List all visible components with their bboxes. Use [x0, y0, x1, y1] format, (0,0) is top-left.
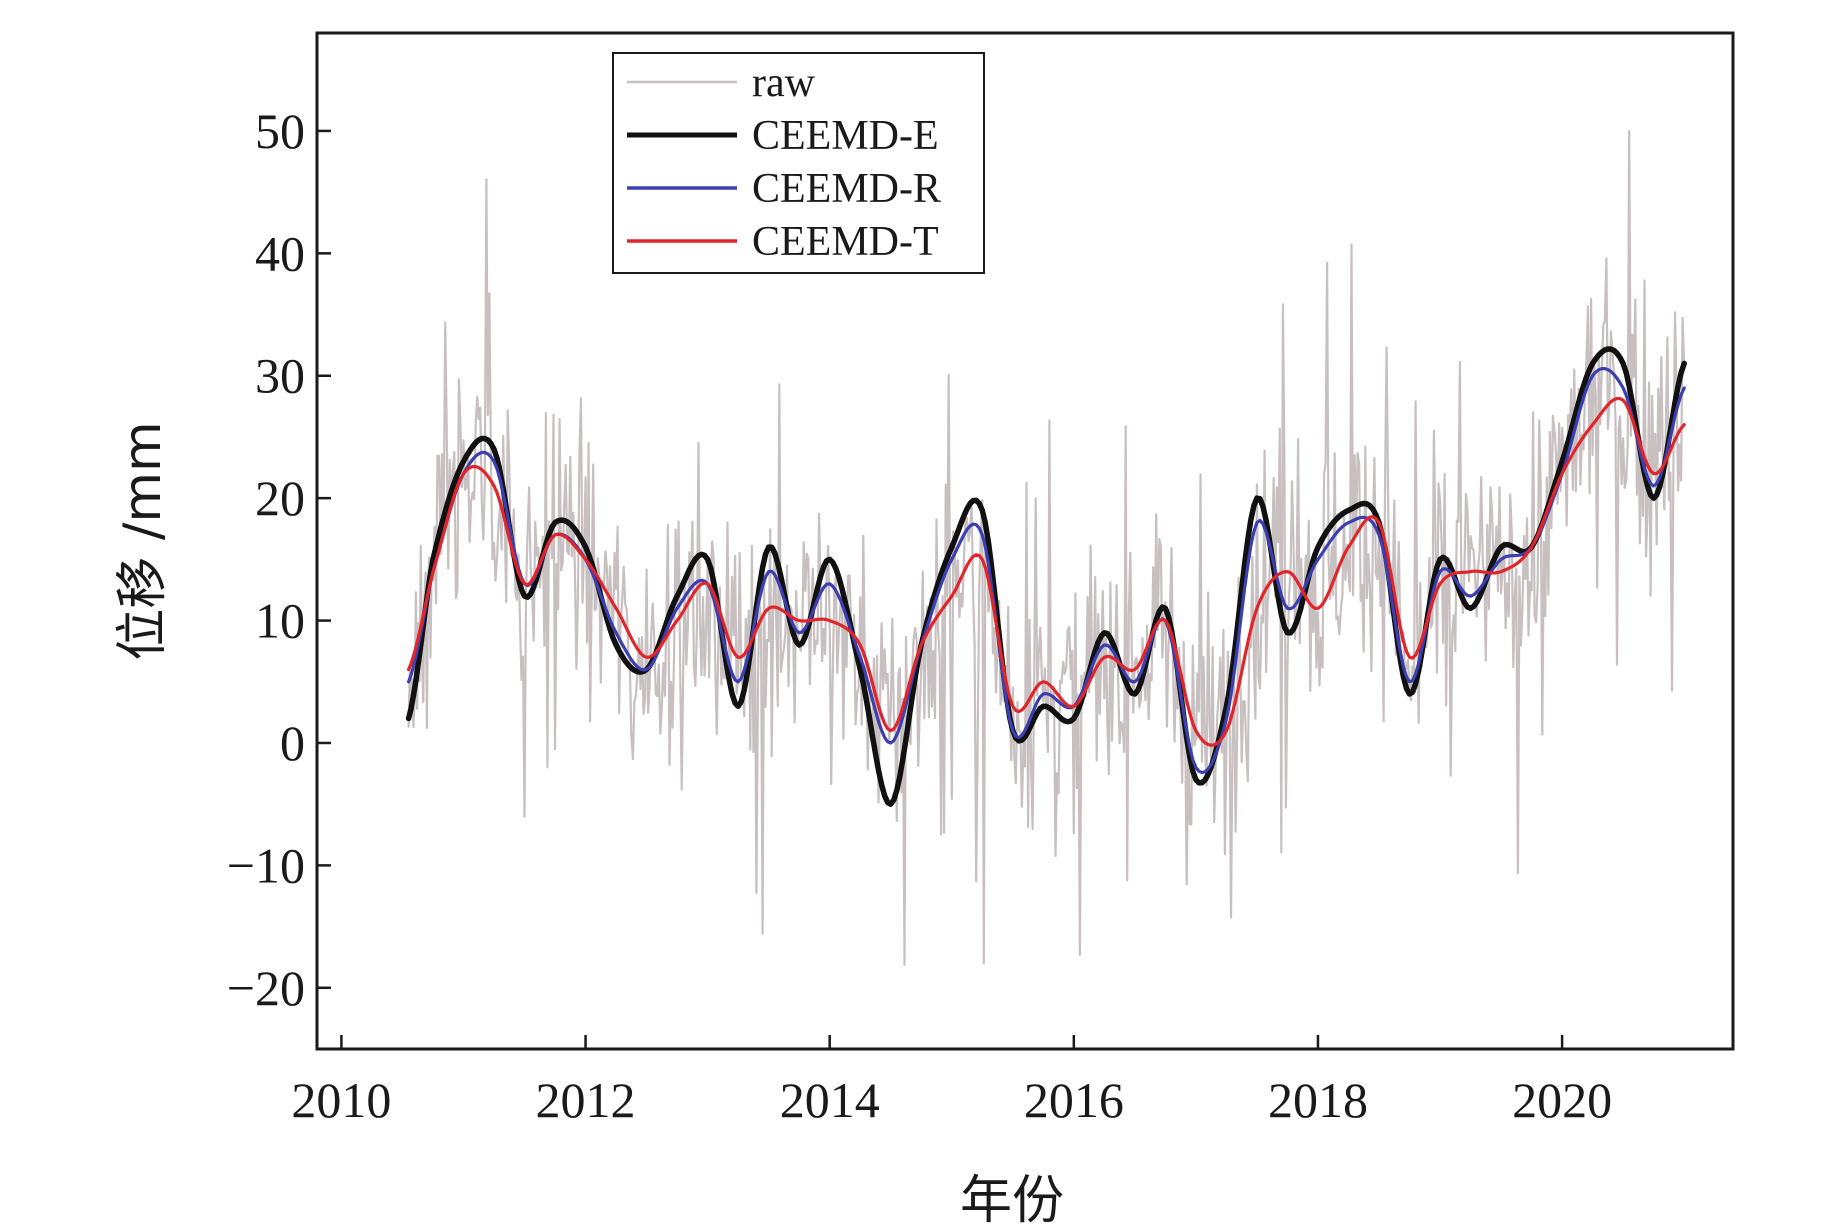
legend: raw CEEMD-E CEEMD-R CEEMD-T [612, 52, 985, 274]
x-tick-label: 2012 [536, 1072, 636, 1128]
y-tick-label: 30 [255, 348, 305, 404]
series-line-raw [407, 129, 1686, 966]
x-tick-label: 2010 [291, 1072, 391, 1128]
legend-label-ceemd-e: CEEMD-E [752, 113, 939, 159]
axis-layer: 2010 2012 2014 2016 2018 2020 −20 −10 0 10 20 30 40 5… [227, 103, 1612, 1128]
legend-label-ceemd-t: CEEMD-T [752, 219, 939, 265]
y-tick-label: 10 [255, 593, 305, 649]
x-axis-title: 年份 [960, 1171, 1064, 1228]
y-tick-label: 50 [255, 103, 305, 159]
x-tick-label: 2014 [780, 1072, 880, 1128]
y-axis-title: 位移 /mm [113, 421, 173, 660]
series-line-ceemd-e [405, 346, 1687, 807]
series-line-ceemd-r [407, 367, 1686, 775]
series-layer [405, 129, 1687, 966]
y-tick-label: 40 [255, 225, 305, 281]
y-tick-label: 0 [280, 715, 305, 771]
legend-label-ceemd-r: CEEMD-R [752, 166, 941, 212]
x-tick-label: 2018 [1268, 1072, 1368, 1128]
y-tick-label: −20 [227, 960, 305, 1016]
x-tick-label: 2020 [1512, 1072, 1612, 1128]
series-line-ceemd-t [407, 396, 1686, 747]
x-tick-label: 2016 [1024, 1072, 1124, 1128]
y-tick-label: 20 [255, 470, 305, 526]
legend-items: raw CEEMD-E CEEMD-R CEEMD-T [627, 60, 941, 265]
y-tick-label: −10 [227, 837, 305, 893]
legend-box [612, 52, 985, 274]
legend-label-raw: raw [752, 60, 816, 106]
